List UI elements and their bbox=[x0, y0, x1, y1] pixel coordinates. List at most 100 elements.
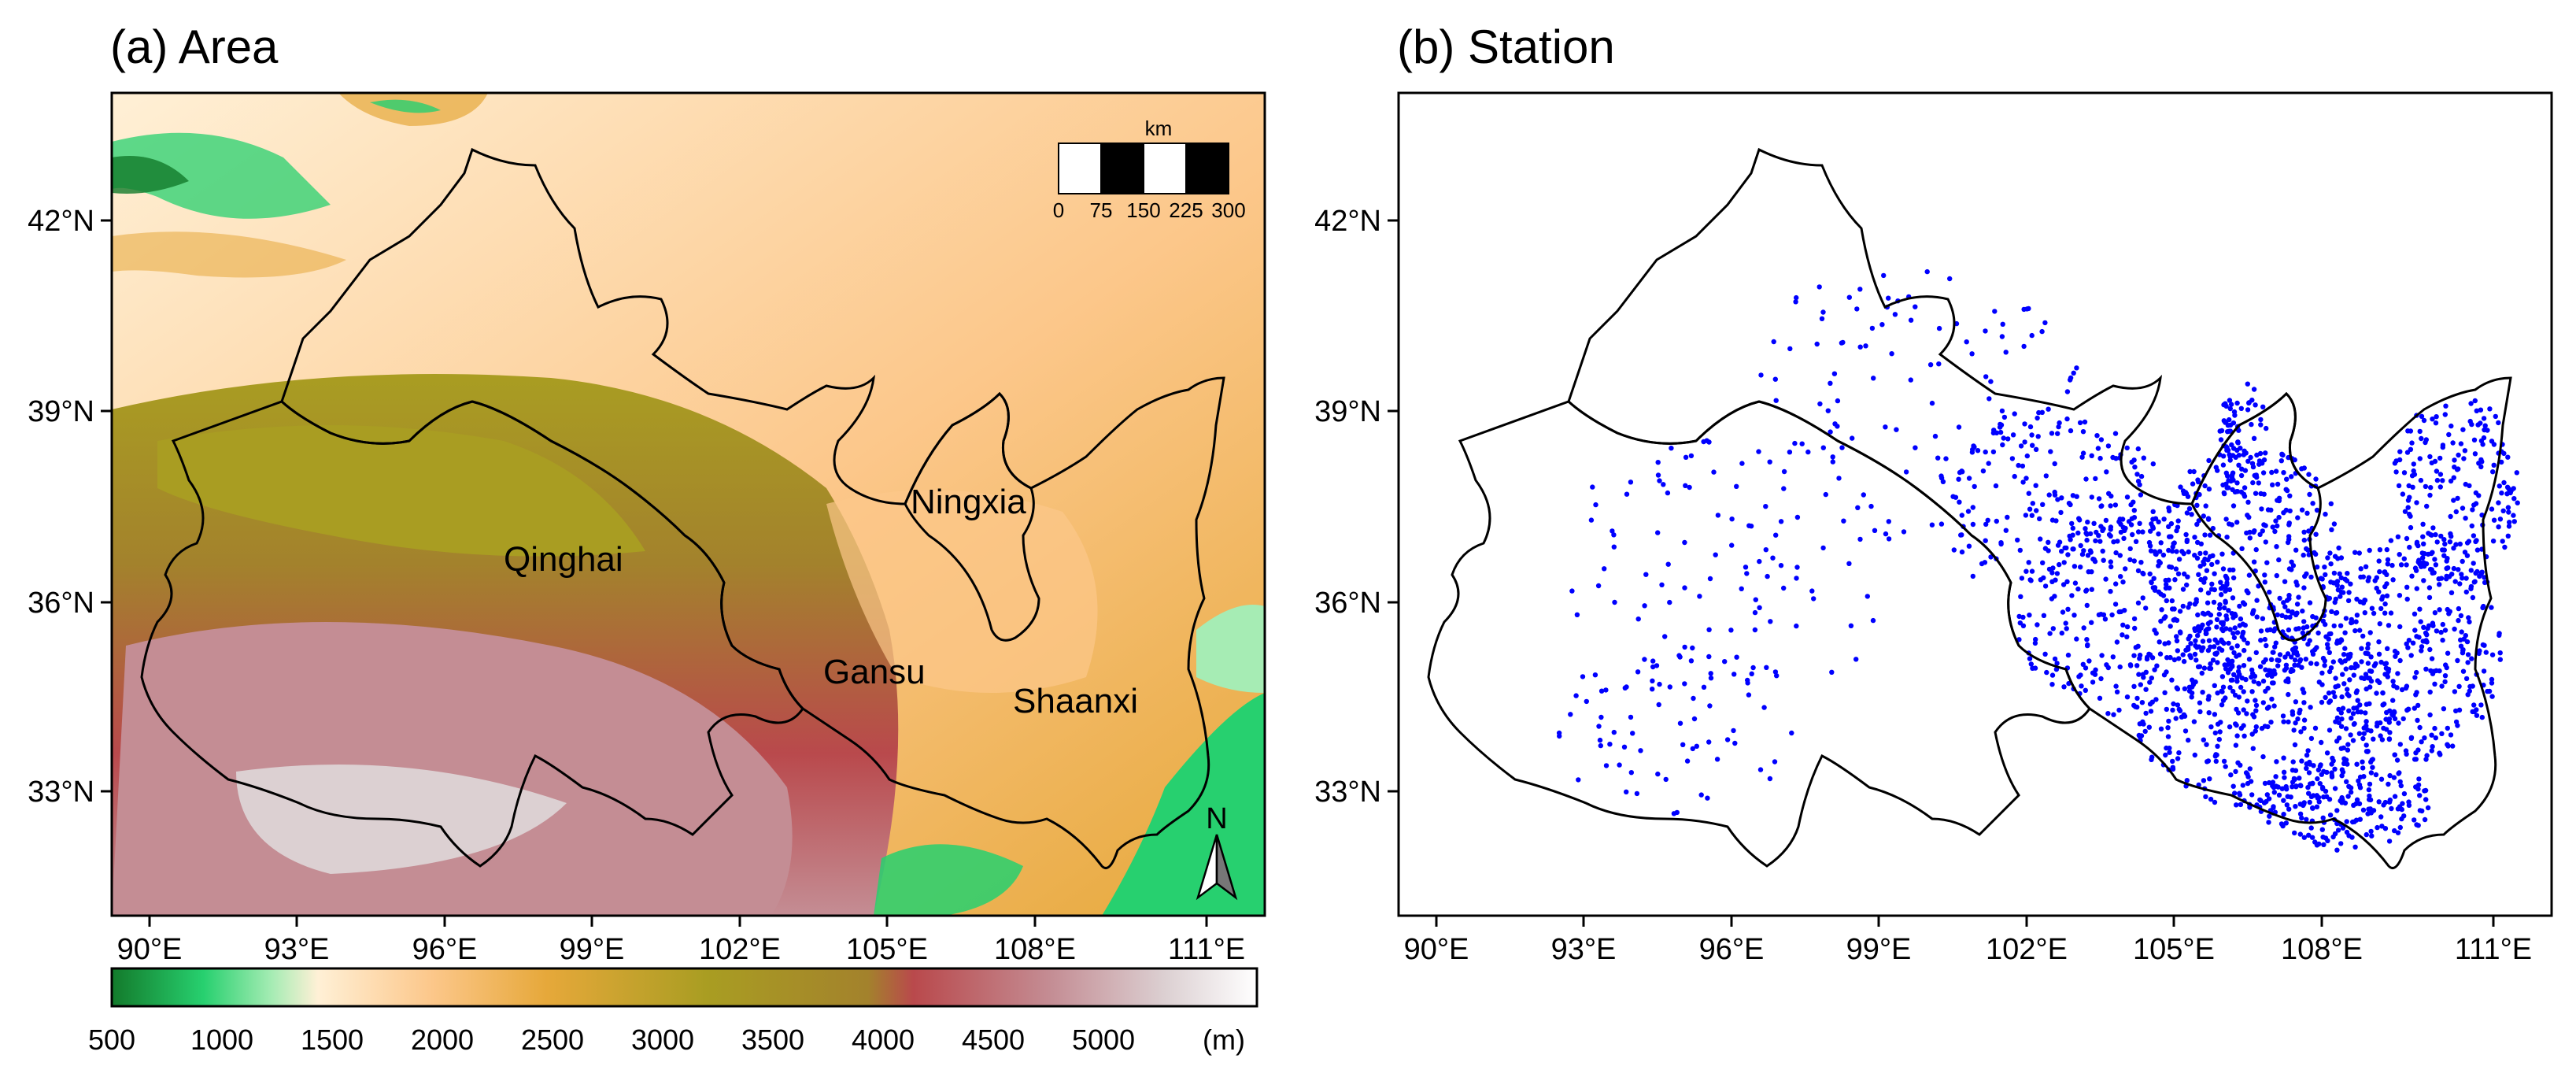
station-point bbox=[2054, 661, 2060, 666]
station-point bbox=[2212, 683, 2217, 688]
station-point bbox=[2242, 485, 2248, 491]
station-point bbox=[1772, 376, 1778, 382]
station-point bbox=[2192, 651, 2198, 657]
station-point bbox=[2022, 421, 2027, 427]
station-point bbox=[2260, 753, 2266, 760]
station-point bbox=[2208, 796, 2214, 802]
station-point bbox=[1829, 669, 1835, 675]
station-point bbox=[2098, 503, 2104, 509]
station-point bbox=[2108, 493, 2114, 499]
station-point bbox=[2021, 343, 2027, 350]
station-point bbox=[2507, 520, 2512, 525]
station-point bbox=[2458, 613, 2464, 619]
station-point bbox=[1588, 517, 1595, 523]
station-point bbox=[2442, 679, 2448, 685]
station-point bbox=[2074, 494, 2079, 499]
station-point bbox=[1794, 565, 1800, 570]
cb-tick-500: 500 bbox=[88, 1024, 135, 1056]
station-point bbox=[2202, 576, 2208, 581]
station-point bbox=[1817, 401, 1823, 407]
station-point bbox=[2212, 730, 2218, 736]
station-point bbox=[2329, 527, 2334, 532]
station-point bbox=[2030, 501, 2035, 506]
station-point bbox=[2208, 724, 2214, 730]
station-point bbox=[2228, 772, 2234, 778]
station-point bbox=[2298, 783, 2304, 789]
station-point bbox=[1913, 445, 1918, 450]
station-point bbox=[2163, 752, 2168, 758]
station-point bbox=[2240, 783, 2245, 788]
station-point bbox=[1665, 490, 1671, 496]
station-point bbox=[1965, 509, 1972, 514]
station-point bbox=[2218, 437, 2224, 442]
station-point bbox=[2308, 705, 2313, 710]
station-point bbox=[2250, 609, 2256, 615]
station-point bbox=[2451, 498, 2456, 503]
station-point bbox=[2408, 653, 2414, 658]
station-point bbox=[2334, 715, 2341, 720]
station-point bbox=[1870, 617, 1876, 624]
station-point bbox=[2496, 420, 2501, 426]
station-point bbox=[2263, 667, 2268, 672]
station-point bbox=[2030, 442, 2035, 448]
station-point bbox=[2308, 574, 2314, 580]
station-point bbox=[1951, 547, 1957, 553]
station-point bbox=[2034, 508, 2039, 513]
station-point bbox=[2260, 678, 2267, 684]
station-point bbox=[2137, 520, 2142, 526]
station-point bbox=[2222, 605, 2227, 611]
station-point bbox=[2439, 683, 2445, 689]
station-point bbox=[2463, 516, 2468, 521]
station-point bbox=[2367, 793, 2372, 799]
station-point bbox=[2143, 605, 2149, 611]
station-point bbox=[1763, 547, 1768, 553]
station-point bbox=[2319, 682, 2325, 687]
station-point bbox=[2224, 535, 2230, 540]
station-point bbox=[2223, 666, 2229, 672]
station-point bbox=[1828, 380, 1833, 386]
station-point bbox=[2447, 539, 2453, 545]
station-point bbox=[2235, 440, 2241, 446]
station-point bbox=[1569, 588, 1575, 594]
station-point bbox=[2429, 656, 2435, 661]
station-point bbox=[2301, 835, 2307, 840]
station-point bbox=[2451, 546, 2456, 551]
station-point bbox=[2308, 735, 2315, 742]
station-point bbox=[2035, 622, 2040, 628]
station-point bbox=[2304, 546, 2309, 552]
station-point bbox=[2439, 731, 2445, 736]
station-point bbox=[1787, 450, 1793, 455]
station-point bbox=[2065, 606, 2071, 612]
station-point bbox=[2321, 842, 2327, 848]
station-point bbox=[2384, 672, 2389, 677]
station-point bbox=[2241, 663, 2247, 668]
station-point bbox=[2152, 549, 2158, 554]
station-point bbox=[2318, 762, 2323, 768]
station-point bbox=[2282, 654, 2288, 660]
station-point bbox=[2085, 519, 2090, 525]
station-point bbox=[2412, 705, 2417, 711]
station-point bbox=[2191, 719, 2197, 724]
station-point bbox=[2089, 587, 2094, 592]
station-point bbox=[2292, 645, 2298, 651]
station-point bbox=[1682, 644, 1687, 650]
station-point bbox=[1970, 521, 1976, 528]
station-point bbox=[2469, 523, 2474, 529]
station-point bbox=[2220, 621, 2226, 628]
station-point bbox=[1999, 334, 2005, 339]
station-point bbox=[2138, 560, 2144, 565]
station-point bbox=[2233, 613, 2238, 619]
station-point bbox=[2049, 682, 2055, 687]
cb-tick-4000: 4000 bbox=[852, 1024, 915, 1056]
station-point bbox=[2192, 752, 2197, 758]
station-point bbox=[1707, 703, 1713, 709]
b-lon-tick-93: 93°E bbox=[1551, 933, 1617, 966]
station-point bbox=[2208, 587, 2215, 592]
station-point bbox=[1568, 712, 1573, 717]
station-point bbox=[2281, 600, 2286, 605]
station-point bbox=[2091, 520, 2097, 526]
station-point bbox=[2497, 483, 2502, 489]
station-point bbox=[2310, 613, 2315, 620]
station-point bbox=[2369, 757, 2375, 763]
station-point bbox=[2302, 573, 2308, 579]
